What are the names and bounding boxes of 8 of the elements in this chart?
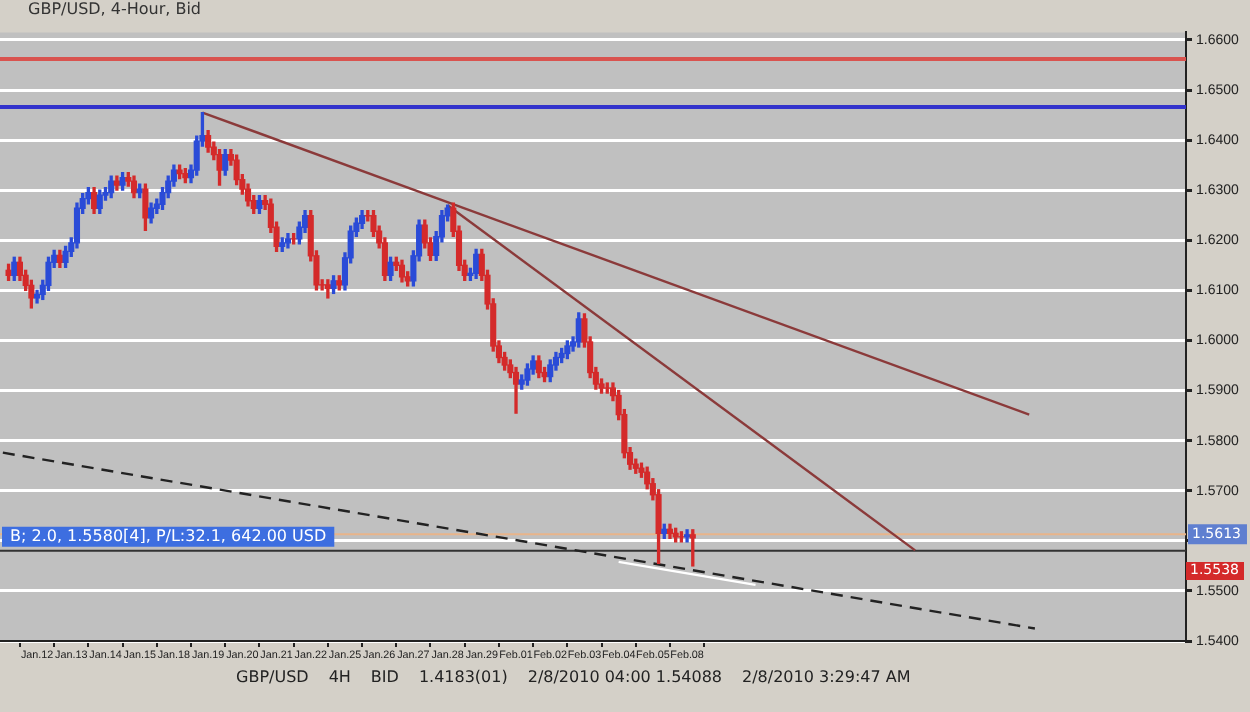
text: 4H bbox=[328, 668, 351, 690]
ref-line-label: B; 2.0, 1.5580[4], P/L:32.1, 642.00 USD bbox=[10, 527, 327, 546]
chart-title: GBP/USD, 4-Hour, Bid bbox=[28, 0, 202, 20]
text: BID bbox=[370, 668, 399, 690]
text: 2/8/2010 3:29:47 AM bbox=[742, 668, 911, 690]
text: GBP/USD bbox=[236, 668, 309, 690]
text: 1.4183(01) bbox=[418, 668, 508, 690]
text: 2/8/2010 04:00 1.54088 bbox=[527, 668, 723, 690]
